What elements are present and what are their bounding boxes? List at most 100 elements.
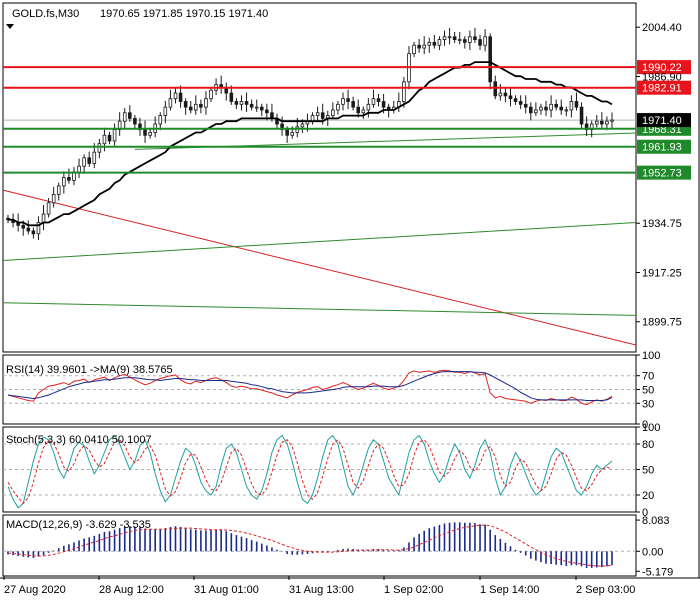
bull-candle-body <box>36 222 41 235</box>
resistance-level-tag <box>637 80 691 95</box>
candle <box>356 99 361 118</box>
trendline-up <box>2 222 637 262</box>
candle <box>483 29 487 52</box>
bull-candle-body <box>315 112 320 116</box>
candle <box>254 99 259 112</box>
bull-candle-body <box>97 143 102 153</box>
bull-candle-body <box>168 98 173 108</box>
bear-candle-body <box>356 106 361 114</box>
bear-candle-body <box>21 224 26 229</box>
candle <box>163 100 168 124</box>
bull-candle-body <box>300 123 305 128</box>
bear-candle-body <box>579 106 584 125</box>
bull-candle-body <box>498 92 503 97</box>
candle <box>331 102 335 119</box>
bull-candle-body <box>371 98 376 105</box>
bull-candle-body <box>402 81 406 102</box>
bull-candle-body <box>204 98 208 108</box>
bear-candle-body <box>452 36 457 40</box>
candle <box>178 85 183 108</box>
rsi-pane-frame <box>2 354 637 425</box>
bull-candle-body <box>290 132 295 136</box>
macd-axis-label: 8.083 <box>642 515 670 527</box>
bull-candle-body <box>427 42 432 46</box>
main-pane-frame <box>2 2 637 353</box>
candle <box>168 89 173 111</box>
candle <box>564 106 569 117</box>
bear-candle-body <box>143 129 147 136</box>
candle <box>503 88 508 103</box>
bear-candle-body <box>229 92 234 102</box>
candle <box>26 220 31 235</box>
resistance-level-tag <box>637 60 691 75</box>
bull-candle-body <box>361 109 366 114</box>
candle <box>158 112 163 131</box>
candle <box>173 88 178 104</box>
stoch-axis-label: 50 <box>642 465 654 477</box>
support-level-tag <box>637 165 691 180</box>
candle <box>610 112 614 129</box>
rsi-axis-label: 100 <box>642 350 660 362</box>
bear-candle-body <box>285 129 289 136</box>
stoch-axis-label: 100 <box>642 422 660 434</box>
stoch-axis-label: 80 <box>642 439 654 451</box>
bull-candle-body <box>564 109 569 112</box>
support-level-label: 1961.93 <box>642 142 682 154</box>
candle <box>376 93 381 107</box>
bull-candle-body <box>239 101 244 105</box>
bull-candle-body <box>539 106 543 111</box>
bear-candle-body <box>473 36 477 40</box>
bear-candle-body <box>478 39 482 46</box>
candle <box>36 216 41 240</box>
collapse-triangle-icon[interactable] <box>6 24 14 29</box>
bear-candle-body <box>346 98 350 102</box>
candle <box>473 27 477 43</box>
candle <box>31 227 36 239</box>
bear-candle-body <box>544 106 548 111</box>
candle <box>259 103 264 117</box>
candle <box>346 89 350 110</box>
bull-candle-body <box>549 103 553 111</box>
bear-candle-body <box>518 101 523 105</box>
bear-candle-body <box>234 101 239 105</box>
bull-candle-body <box>483 36 487 46</box>
candle <box>574 92 579 111</box>
price-axis-label: 1917.25 <box>642 267 682 279</box>
candle <box>594 115 599 128</box>
candle <box>559 99 564 115</box>
candle <box>56 182 61 201</box>
price-axis-label: 2004.40 <box>642 22 682 34</box>
bear-candle-body <box>600 120 604 125</box>
bear-candle-body <box>503 92 508 97</box>
stoch-axis-label: 20 <box>642 490 654 502</box>
current-price-tag <box>637 113 691 128</box>
stoch-title: Stoch(5,3,3) 60.0410 50.1007 <box>6 434 152 446</box>
time-axis-label: 1 Sep 14:00 <box>480 584 539 596</box>
bear-candle-body <box>513 98 518 102</box>
bear-candle-body <box>133 117 137 125</box>
bull-candle-body <box>194 103 198 111</box>
candle <box>463 36 467 49</box>
bull-candle-body <box>610 119 614 122</box>
bear-candle-body <box>463 39 467 43</box>
candle <box>51 186 56 208</box>
candle <box>452 31 457 43</box>
bull-candle-body <box>51 193 56 204</box>
bear-candle-body <box>523 103 528 108</box>
candle <box>366 98 371 118</box>
bear-candle-body <box>351 101 355 108</box>
candle <box>539 103 543 115</box>
rsi-axis-label: 0 <box>642 419 648 431</box>
candle <box>544 100 548 117</box>
bear-candle-body <box>417 44 421 49</box>
symbol-title: GOLD.fs,M30 <box>12 8 79 20</box>
bear-candle-body <box>67 177 71 181</box>
bear-candle-body <box>244 101 249 105</box>
candle <box>199 99 203 114</box>
candle <box>87 151 91 167</box>
rsi-axis-label: 30 <box>642 398 654 410</box>
price-axis-label: 1899.75 <box>642 317 682 329</box>
bear-candle-body <box>107 134 112 142</box>
bear-candle-body <box>183 101 188 108</box>
